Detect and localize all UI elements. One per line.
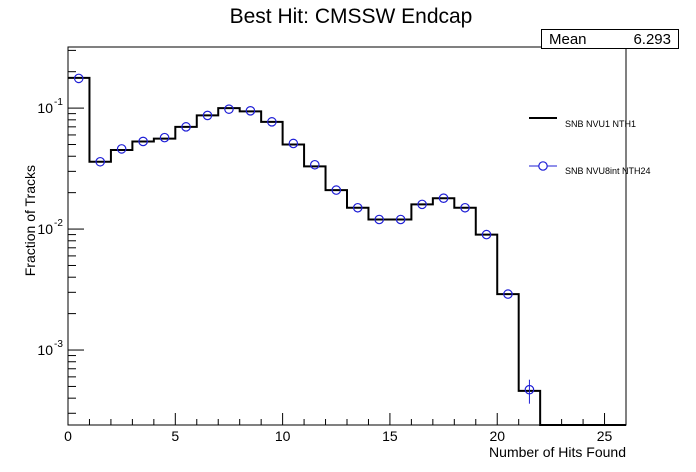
data-point	[524, 384, 535, 395]
stats-box: Mean 6.293	[541, 29, 679, 49]
data-point	[138, 136, 148, 147]
plot-frame	[67, 46, 627, 426]
data-point	[331, 185, 342, 195]
data-point	[417, 199, 427, 210]
histogram-line	[68, 76, 626, 426]
x-tick-label: 20	[489, 428, 505, 444]
data-point	[245, 105, 256, 116]
data-point	[395, 214, 406, 225]
stats-mean-label: Mean	[549, 31, 587, 48]
x-tick-label: 25	[597, 428, 613, 444]
y-tick-label: 10	[37, 100, 53, 116]
y-tick-label-base: 10	[37, 100, 53, 116]
data-point	[481, 229, 492, 240]
data-point	[503, 289, 513, 299]
data-point	[95, 156, 105, 167]
y-tick-label-base: 10	[37, 221, 53, 237]
x-tick-labels: 0 5 10 15 20 25	[64, 428, 612, 444]
x-axis-label: Number of Hits Found	[489, 444, 626, 460]
x-tick-label: 15	[382, 428, 398, 444]
stats-mean-value: 6.293	[633, 31, 671, 48]
data-point	[310, 159, 320, 170]
y-tick-label-exponent: -2	[54, 218, 63, 229]
legend-label-series-1: SNB NVU1 NTH1	[565, 119, 637, 129]
data-point	[460, 202, 470, 213]
x-tick-label: 5	[171, 428, 179, 444]
data-point	[159, 132, 170, 143]
data-point	[73, 73, 84, 84]
y-tick-label-base: 10	[37, 342, 53, 358]
y-tick-label-exponent: -1	[54, 97, 63, 108]
y-tick-label-exponent: -3	[54, 339, 63, 350]
data-point	[202, 110, 213, 121]
marker-series	[73, 73, 535, 404]
data-point	[181, 122, 191, 132]
y-axis-label: Fraction of Tracks	[22, 165, 38, 276]
legend	[529, 117, 557, 171]
data-point	[116, 144, 127, 154]
data-point	[224, 104, 234, 114]
y-tick-label: 10	[37, 221, 53, 237]
x-tick-label: 0	[64, 428, 72, 444]
data-point	[352, 202, 363, 213]
chart-title: Best Hit: CMSSW Endcap	[230, 5, 473, 28]
histogram-series	[68, 76, 626, 426]
y-tick-label: 10	[37, 342, 53, 358]
x-tick-label: 10	[275, 428, 291, 444]
data-point	[288, 138, 299, 149]
data-point	[267, 117, 277, 127]
legend-marker-series-2	[538, 161, 548, 171]
y-tick-labels: 10-110-210-3	[37, 97, 63, 358]
legend-label-series-2: SNB NVU8int NTH24	[565, 166, 651, 176]
data-point	[374, 214, 384, 225]
axis-ticks	[67, 49, 627, 425]
data-point	[438, 193, 449, 203]
